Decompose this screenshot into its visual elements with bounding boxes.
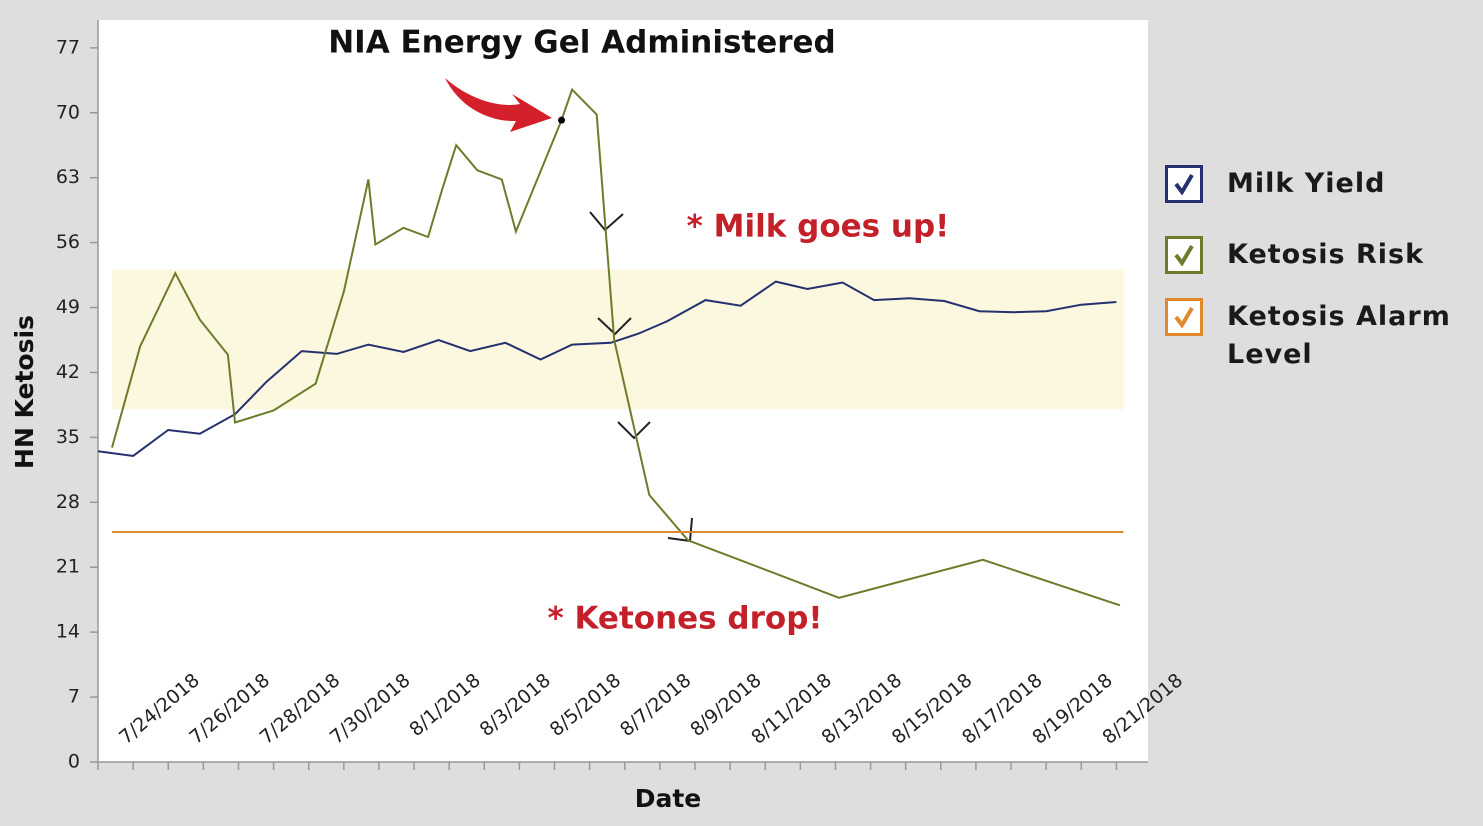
y-tick-label: 35 (56, 426, 80, 448)
legend-label: Milk Yield (1227, 168, 1386, 199)
y-axis-label: HN Ketosis (10, 315, 39, 469)
y-tick-label: 77 (56, 36, 80, 58)
legend-label: Ketosis Risk (1227, 239, 1425, 270)
legend-entry: Ketosis Risk (1165, 236, 1462, 274)
annotation-arrow (445, 78, 552, 132)
y-tick-label: 0 (68, 751, 80, 773)
event-point (558, 116, 566, 124)
legend-label: Ketosis Alarm Level (1227, 301, 1451, 370)
y-tick-label: 63 (56, 166, 80, 188)
y-tick-label: 56 (56, 231, 80, 253)
y-tick-label: 7 (68, 686, 80, 708)
y-tick-label: 14 (56, 621, 80, 643)
legend-checkbox (1165, 236, 1203, 274)
annotation: * Ketones drop! (547, 601, 822, 637)
legend-checkbox (1165, 165, 1203, 203)
series-line (97, 280, 1117, 457)
y-tick-label: 21 (56, 556, 80, 578)
check-icon (1174, 244, 1194, 266)
series-line (111, 87, 1121, 607)
legend-entry: Ketosis Alarm Level (1165, 298, 1462, 374)
y-tick-label: 42 (56, 361, 80, 383)
y-tick-label: 28 (56, 491, 80, 513)
legend-checkbox (1165, 298, 1203, 336)
check-icon (1174, 306, 1194, 328)
check-icon (1174, 173, 1194, 195)
chart-title: NIA Energy Gel Administered (328, 25, 836, 61)
legend-entry: Milk Yield (1165, 165, 1462, 203)
annotation: * Milk goes up! (687, 209, 950, 245)
y-tick-label: 70 (56, 101, 80, 123)
x-axis-label: Date (635, 784, 702, 813)
y-tick-label: 49 (56, 296, 80, 318)
